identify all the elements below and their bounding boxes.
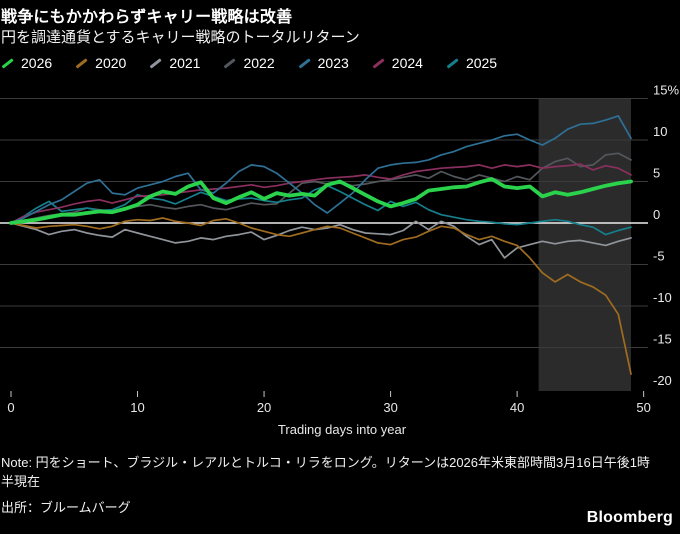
legend-swatch-icon <box>149 57 162 69</box>
legend-item-2024: 2024 <box>372 55 423 71</box>
legend-swatch-icon <box>75 57 88 69</box>
legend-swatch-icon <box>446 57 459 69</box>
x-axis-tick-label: 50 <box>636 400 650 415</box>
legend-item-2023: 2023 <box>298 55 349 71</box>
legend: 2026 2020 2021 2022 2023 2024 2025 <box>1 55 497 71</box>
legend-swatch-icon <box>224 57 236 69</box>
x-axis-tick-label: 20 <box>257 400 271 415</box>
x-axis-tick-label: 10 <box>130 400 144 415</box>
legend-swatch-icon <box>298 57 311 69</box>
y-axis-tick-label: -5 <box>653 249 665 264</box>
legend-item-2022: 2022 <box>223 55 275 71</box>
chart-subtitle: 円を調達通貨とするキャリー戦略のトータルリターン <box>1 29 360 46</box>
legend-label: 2025 <box>465 55 498 71</box>
y-axis-tick-label: 5 <box>653 166 660 181</box>
chart-note-line2: 半現在 <box>1 474 41 489</box>
y-axis-tick-label: -10 <box>653 290 672 305</box>
y-axis-tick-label: 15% <box>653 85 679 98</box>
x-axis-tick-label: 0 <box>7 400 14 415</box>
legend-label: 2021 <box>169 55 201 71</box>
x-axis-tick-label: 30 <box>383 400 397 415</box>
y-axis-tick-label: 10 <box>653 124 667 139</box>
x-axis-caption: Trading days into year <box>278 422 407 437</box>
legend-item-2026: 2026 <box>1 55 52 71</box>
legend-label: 2026 <box>21 55 53 71</box>
legend-item-2025: 2025 <box>446 55 497 71</box>
legend-label: 2020 <box>95 55 127 71</box>
legend-label: 2023 <box>317 55 349 71</box>
chart-note-line1: Note: 円をショート、ブラジル・レアルとトルコ・リラをロング。リターンは20… <box>1 455 650 470</box>
y-axis-tick-label: 0 <box>653 207 660 222</box>
series-line-2021 <box>10 220 632 259</box>
legend-item-2021: 2021 <box>149 55 200 71</box>
y-axis-tick-label: -15 <box>653 332 672 347</box>
series-line-2023 <box>10 115 632 224</box>
chart-title: 戦争にもかかわらずキャリー戦略は改善 <box>1 9 293 26</box>
legend-swatch-icon <box>372 57 385 69</box>
chart-highlight-region <box>538 98 631 391</box>
legend-label: 2024 <box>391 55 423 71</box>
series-line-2026 <box>9 177 633 225</box>
legend-item-2020: 2020 <box>75 55 126 71</box>
chart-plot-area: 0 10 20 30 40 50 15% 10 5 0 -5 -10 -15 -20 Trading day… <box>0 83 680 453</box>
series-line-2020 <box>10 217 632 375</box>
y-axis-tick-label: -20 <box>653 373 672 388</box>
legend-label: 2022 <box>243 55 275 71</box>
series-line-2024 <box>10 163 632 224</box>
chart-source: 出所：ブルームバーグ <box>1 500 131 515</box>
bloomberg-logo: Bloomberg <box>586 509 673 526</box>
x-axis-tick-label: 40 <box>510 400 524 415</box>
legend-swatch-icon <box>1 57 14 69</box>
chart-note: Note: 円をショート、ブラジル・レアルとトルコ・リラをロング。リターンは20… <box>1 453 679 491</box>
